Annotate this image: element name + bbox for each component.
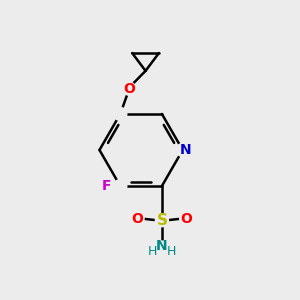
- Circle shape: [154, 241, 169, 256]
- Circle shape: [131, 212, 144, 225]
- Circle shape: [176, 143, 189, 157]
- Text: O: O: [132, 212, 143, 226]
- Text: F: F: [101, 179, 111, 193]
- Text: S: S: [156, 213, 167, 228]
- Circle shape: [114, 107, 127, 121]
- Circle shape: [180, 212, 193, 225]
- Text: H: H: [148, 245, 157, 258]
- Circle shape: [114, 179, 127, 193]
- Text: N: N: [156, 239, 168, 253]
- Circle shape: [123, 82, 136, 95]
- Text: O: O: [180, 212, 192, 226]
- Text: N: N: [180, 143, 191, 157]
- Circle shape: [155, 214, 168, 227]
- Text: O: O: [123, 82, 135, 96]
- Text: H: H: [167, 245, 176, 258]
